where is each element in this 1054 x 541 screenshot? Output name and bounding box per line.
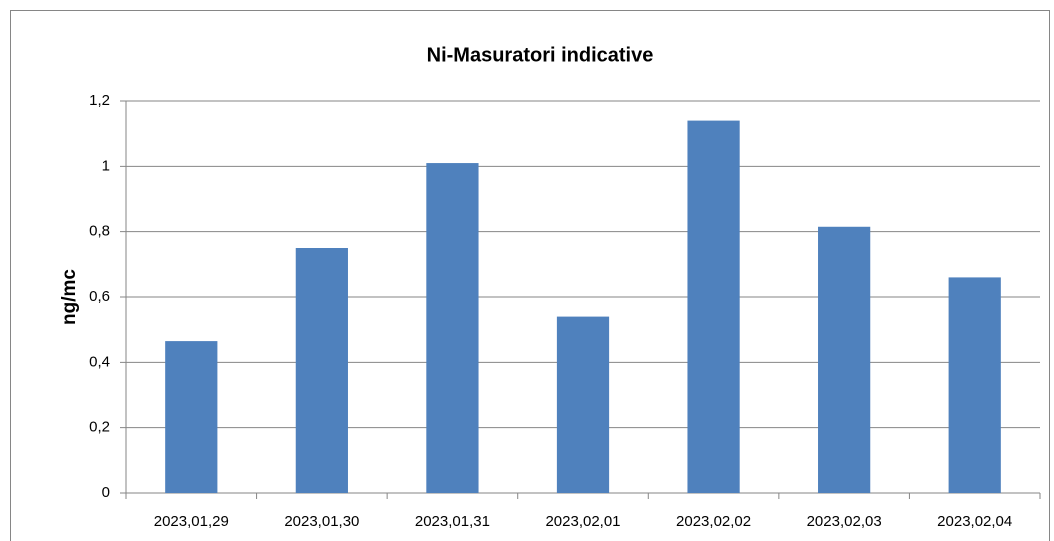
y-tick-label: 0,8: [89, 223, 110, 240]
bar: [818, 226, 871, 493]
y-tick-label: 0,6: [89, 288, 110, 305]
x-tick-label: 2023,01,30: [284, 513, 359, 530]
y-tick-label: 0,4: [89, 353, 110, 370]
x-tick-label: 2023,02,04: [937, 513, 1012, 530]
bar: [948, 277, 1001, 493]
x-tick-label: 2023,01,29: [154, 513, 229, 530]
bar: [556, 316, 610, 493]
bar: [426, 163, 479, 494]
x-tick-label: 2023,02,01: [545, 513, 620, 530]
x-tick-label: 2023,02,02: [676, 513, 751, 530]
y-tick-label: 1: [102, 157, 110, 174]
x-tick-label: 2023,02,03: [807, 513, 882, 530]
bar: [687, 120, 740, 493]
bar: [295, 248, 348, 493]
y-tick-label: 0,2: [89, 419, 110, 436]
bar: [165, 341, 218, 493]
chart-title: Ni-Masuratori indicative: [427, 44, 654, 66]
y-tick-label: 1,2: [89, 92, 110, 109]
y-tick-label: 0: [102, 484, 110, 501]
x-tick-label: 2023,01,31: [415, 513, 490, 530]
y-axis-label: ng/mc: [59, 269, 80, 325]
